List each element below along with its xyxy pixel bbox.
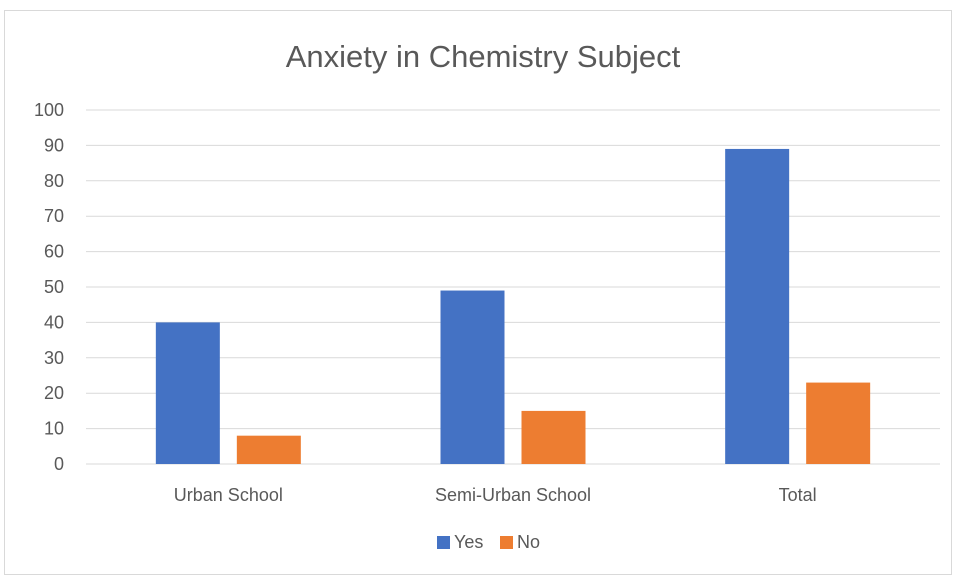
bar-no-urban-school [236, 435, 301, 464]
y-tick-label: 10 [44, 419, 64, 439]
y-tick-label: 90 [44, 135, 64, 155]
legend-swatch-yes [437, 536, 450, 549]
y-tick-label: 100 [34, 100, 64, 120]
y-tick-label: 40 [44, 312, 64, 332]
y-tick-label: 80 [44, 171, 64, 191]
y-tick-label: 0 [54, 454, 64, 474]
bar-no-semi-urban-school [521, 410, 586, 464]
x-tick-label: Semi-Urban School [435, 485, 591, 505]
bar-yes-urban-school [155, 322, 220, 464]
x-tick-label: Urban School [174, 485, 283, 505]
legend-label-no: No [517, 532, 540, 552]
y-tick-label: 50 [44, 277, 64, 297]
gridlines [86, 109, 940, 465]
bars [155, 148, 871, 464]
y-tick-label: 30 [44, 348, 64, 368]
legend: Yes No [437, 532, 540, 552]
y-tick-label: 70 [44, 206, 64, 226]
y-tick-label: 20 [44, 383, 64, 403]
legend-swatch-no [500, 536, 513, 549]
y-tick-label: 60 [44, 242, 64, 262]
bar-no-total [806, 382, 871, 464]
legend-label-yes: Yes [454, 532, 483, 552]
bar-yes-total [725, 148, 790, 464]
x-tick-label: Total [779, 485, 817, 505]
bar-yes-semi-urban-school [440, 290, 505, 464]
chart-title: Anxiety in Chemistry Subject [286, 39, 681, 74]
y-axis-ticks: 0 10 20 30 40 50 60 70 80 90 100 [34, 100, 64, 474]
x-axis-ticks: Urban School Semi-Urban School Total [174, 485, 817, 505]
